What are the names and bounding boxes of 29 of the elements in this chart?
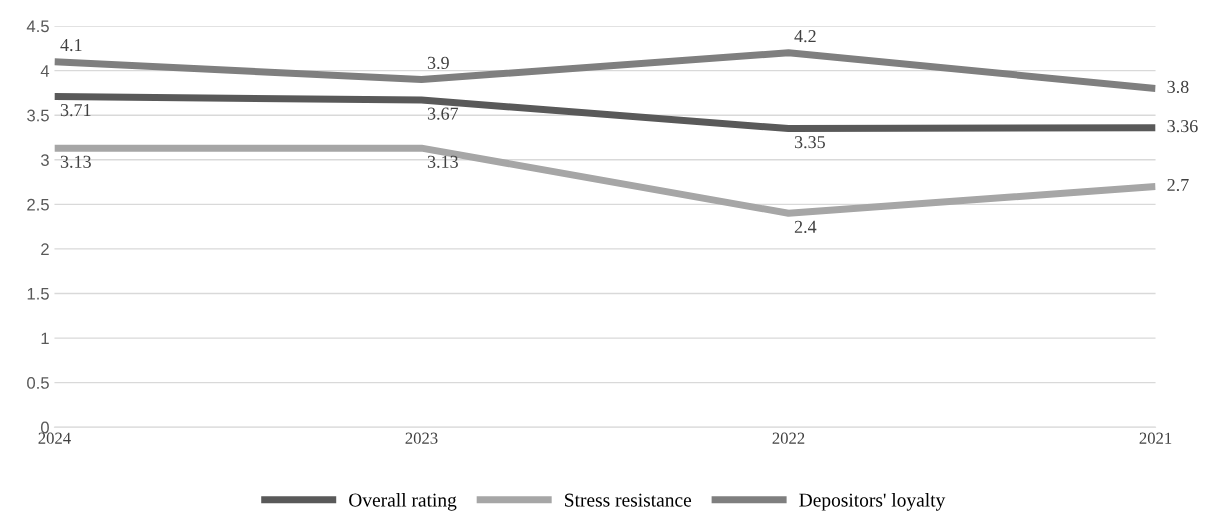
y-tick-label: 1 [41, 332, 49, 345]
data-label: 2.7 [1167, 178, 1189, 192]
data-label: 3.8 [1167, 80, 1189, 94]
y-tick-label: 0 [40, 421, 49, 434]
legend-label: Stress resistance [565, 493, 692, 507]
data-label: 3.13 [427, 155, 458, 168]
data-label: 3.67 [427, 107, 459, 120]
data-label: 4.1 [60, 39, 82, 52]
y-tick-label: 0.5 [27, 377, 49, 389]
data-label: 4.2 [794, 30, 816, 43]
legend-label: Overall rating [349, 492, 457, 511]
legend-label: Depositors' loyalty [799, 492, 946, 511]
x-tick-label: 2022 [772, 432, 805, 444]
x-tick-label: 2023 [405, 432, 438, 444]
x-tick-label: 2024 [38, 432, 71, 444]
data-label: 3.9 [427, 56, 449, 70]
data-label: 3.71 [60, 103, 91, 117]
y-tick-label: 4.5 [26, 20, 49, 33]
y-tick-label: 4 [40, 65, 50, 77]
y-tick-label: 3.5 [27, 109, 49, 122]
data-label: 2.4 [794, 220, 817, 233]
data-label: 3.36 [1167, 120, 1198, 133]
y-tick-label: 3 [40, 154, 49, 166]
y-tick-label: 1.5 [27, 288, 49, 300]
y-tick-label: 2.5 [27, 198, 49, 211]
data-label: 3.35 [794, 136, 825, 149]
data-label: 3.13 [60, 155, 91, 168]
x-tick-label: 2021 [1139, 432, 1172, 444]
y-tick-label: 2 [41, 243, 49, 255]
